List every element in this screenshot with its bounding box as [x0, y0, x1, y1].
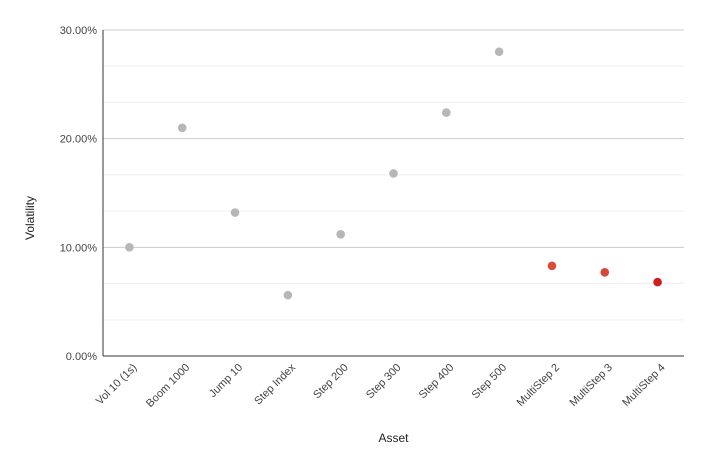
data-point: [600, 268, 610, 277]
y-tick-label: 0.00%: [66, 351, 97, 363]
data-point: [389, 169, 398, 178]
x-tick-label: Step 400: [417, 362, 457, 402]
x-tick-label: Step 300: [364, 362, 404, 402]
x-tick-label: Jump 10: [207, 362, 245, 400]
x-tick-label: MultiStep 4: [620, 362, 667, 409]
y-axis-title: Volatility: [23, 196, 37, 240]
x-tick-label: Step 500: [470, 362, 510, 402]
data-point: [125, 243, 134, 252]
x-axis-ticks: Vol 10 (1s) Boom 1000 Jump 10 Step Index Ste…: [94, 361, 668, 410]
x-tick-label: Vol 10 (1s): [94, 362, 140, 408]
y-tick-label: 30.00%: [60, 25, 98, 37]
grid-lines: [103, 29, 684, 321]
x-tick-label: MultiStep 3: [567, 362, 614, 409]
x-tick-label: MultiStep 2: [515, 362, 562, 409]
data-point: [547, 261, 557, 271]
data-point: [336, 229, 345, 239]
data-point: [283, 290, 293, 300]
data-point: [177, 123, 187, 133]
y-tick-label: 10.00%: [60, 242, 98, 254]
y-axis-ticks: 0.00% 10.00% 20.00% 30.00%: [60, 25, 98, 363]
data-point: [230, 208, 240, 217]
data-points: [125, 47, 662, 300]
x-tick-label: Step 200: [311, 362, 351, 402]
x-axis-title: Asset: [378, 431, 409, 445]
data-point: [494, 47, 504, 57]
y-tick-label: 20.00%: [60, 134, 98, 146]
data-point: [653, 277, 662, 287]
data-point: [442, 108, 451, 117]
x-tick-label: Step Index: [252, 361, 298, 407]
x-tick-label: Boom 1000: [144, 362, 192, 410]
